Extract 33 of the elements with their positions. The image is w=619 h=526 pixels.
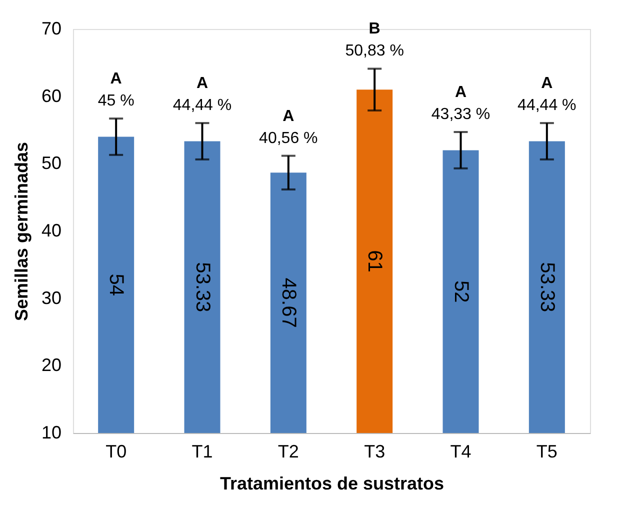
- annotation: B: [368, 20, 380, 38]
- x-tick-label: T2: [278, 442, 299, 462]
- annotation: A: [454, 84, 467, 102]
- x-tick-label: T3: [364, 442, 386, 462]
- y-tick-label: 10: [41, 422, 62, 442]
- annotation: A: [196, 75, 208, 92]
- y-tick-label: 30: [41, 288, 62, 308]
- data-label: 52: [450, 280, 472, 303]
- data-label: 53.33: [536, 262, 558, 312]
- data-label: 53.33: [191, 262, 214, 312]
- y-axis-title: Semillas germinadas: [11, 142, 32, 322]
- y-tick-label: 20: [41, 355, 62, 376]
- x-tick-label: T4: [450, 442, 472, 462]
- data-label: 61: [364, 250, 386, 272]
- x-tick-label: T0: [106, 442, 127, 462]
- annotation: 40,56 %: [259, 130, 318, 147]
- annotation: A: [541, 75, 554, 92]
- y-tick-label: 50: [41, 153, 62, 174]
- x-tick-label: T1: [192, 442, 213, 462]
- annotation: A: [110, 70, 122, 88]
- annotation: 45 %: [98, 92, 134, 110]
- annotation: A: [282, 108, 295, 125]
- y-tick-label: 60: [41, 86, 62, 106]
- annotation: 50,83 %: [345, 42, 404, 60]
- annotation: 44,44 %: [172, 97, 232, 114]
- x-axis-title: Tratamientos de sustratos: [220, 474, 444, 494]
- annotation: 43,33 %: [431, 106, 490, 124]
- data-label: 54: [105, 274, 128, 296]
- y-tick-label: 70: [41, 18, 62, 38]
- x-tick-label: T5: [536, 442, 558, 462]
- annotation: 44,44 %: [518, 97, 576, 114]
- data-label: 48.67: [277, 278, 300, 328]
- y-tick-label: 40: [41, 220, 62, 240]
